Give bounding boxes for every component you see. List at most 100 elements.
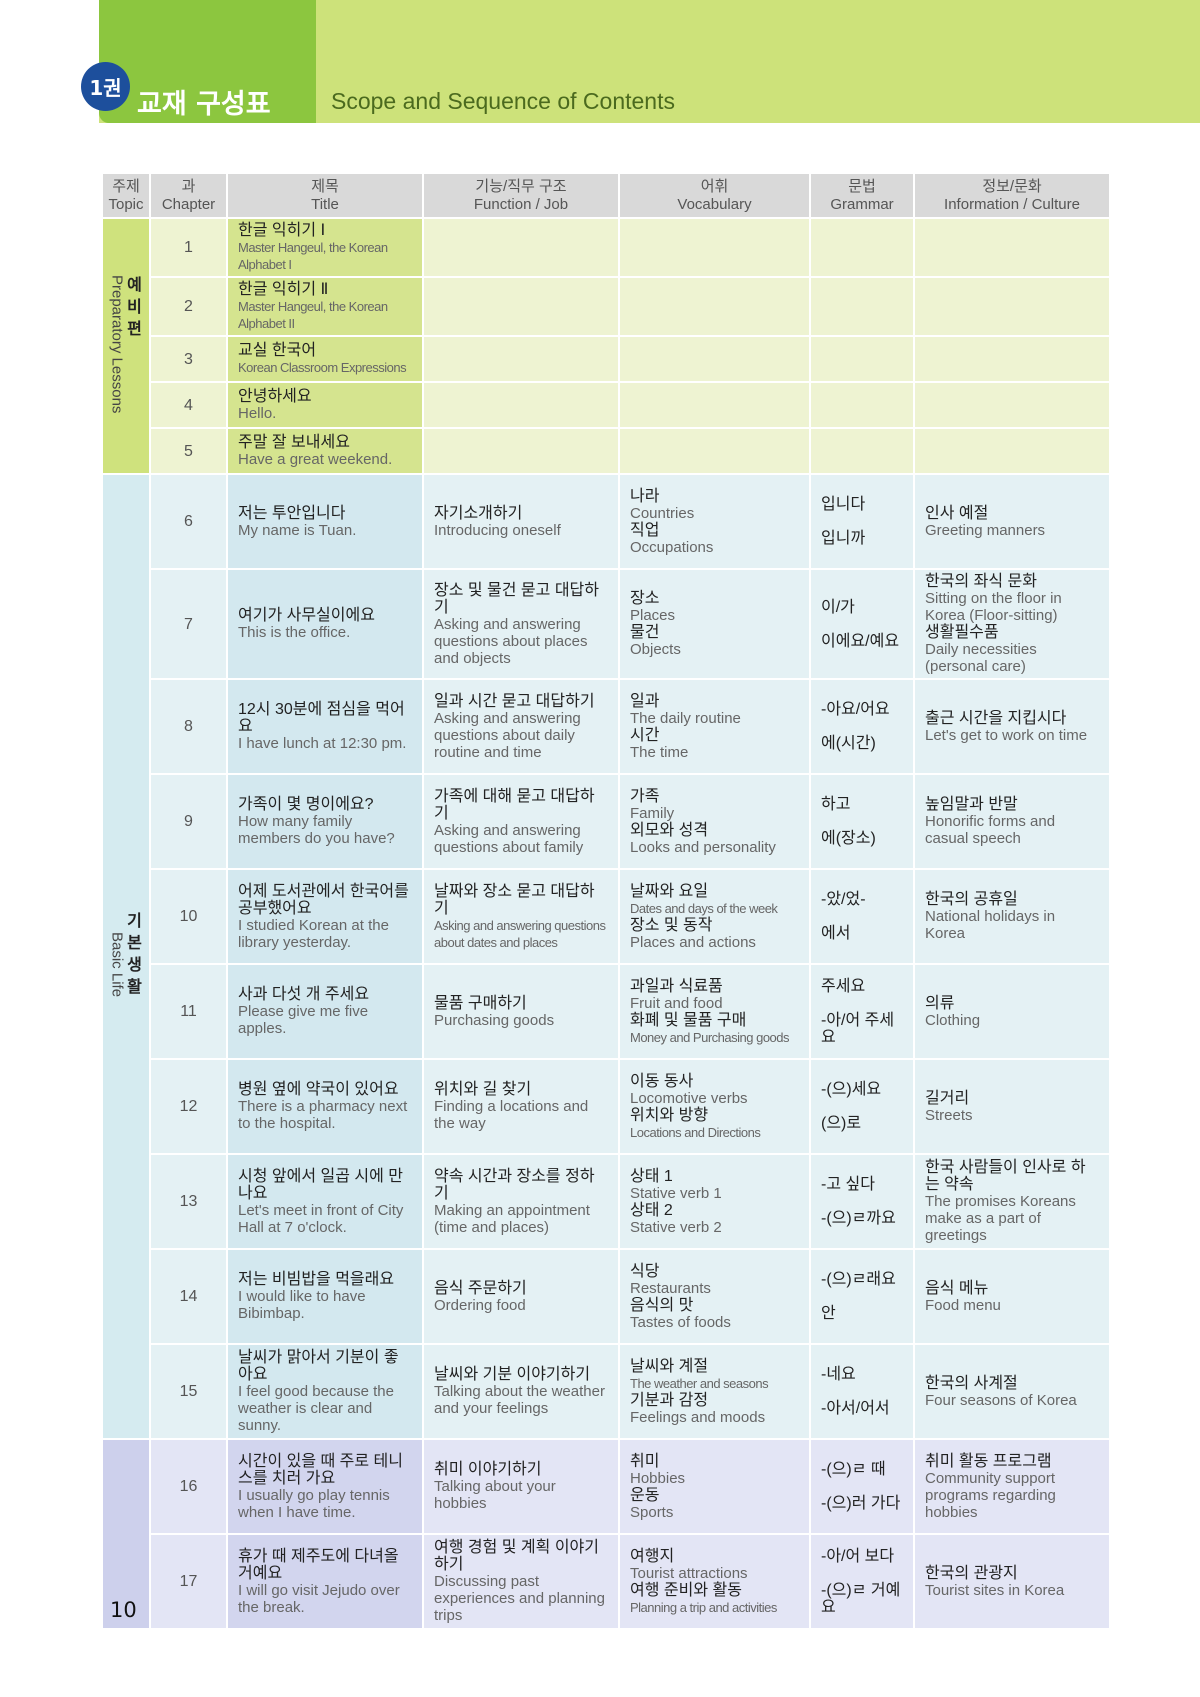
info-ko: 인사 예절 — [925, 504, 989, 522]
grammar-cell: -고 싶다 -(으)ㄹ까요 — [811, 1155, 913, 1248]
vocab-ko: 여행지 — [630, 1547, 675, 1565]
vocab-en: Tastes of foods — [630, 1313, 731, 1331]
info-cell: 의류 Clothing — [915, 965, 1109, 1058]
column-header: 제목 Title — [228, 174, 422, 217]
chapter-number: 7 — [151, 570, 226, 678]
info-cell: 한국의 사계절 Four seasons of Korea — [915, 1345, 1109, 1438]
function-ko: 여행 경험 및 계획 이야기하기 — [434, 1539, 599, 1573]
function-cell: 물품 구매하기 Purchasing goods — [424, 965, 618, 1058]
chapter-number: 15 — [151, 1345, 226, 1438]
grammar-item: 안 — [821, 1305, 836, 1322]
title-ko: 여기가 사무실이에요 — [238, 607, 375, 624]
vocab-en: Family — [630, 804, 675, 822]
grammar-cell: -았/었- 에서 — [811, 870, 913, 963]
info-en: Daily necessities (personal care) — [925, 641, 1037, 675]
info-ko: 출근 시간을 지킵시다 — [925, 709, 1067, 727]
title-cell: 한글 익히기 Ⅱ Master Hangeul, the Korean Alpha… — [228, 278, 422, 335]
table-row: 16 시간이 있을 때 주로 테니스를 치러 가요 I usually go pla… — [103, 1440, 1109, 1628]
vocab-en: Money and Purchasing goods — [630, 1029, 790, 1045]
grammar-item: -아요/어요 — [821, 701, 890, 718]
title-en: Have a great weekend. — [238, 451, 393, 468]
info-ko: 음식 메뉴 — [925, 1279, 989, 1297]
chapter-number: 17 — [151, 1535, 226, 1628]
table-row: 17 휴가 때 제주도에 다녀올 거예요 I will go visit Jejud… — [103, 1535, 1109, 1628]
title-en: Please give me five apples. — [238, 1003, 369, 1037]
info-ko: 한국의 관광지 — [925, 1564, 1018, 1582]
vocab-en: Objects — [630, 641, 681, 658]
function-en: Introducing oneself — [434, 521, 561, 539]
chapter-number: 16 — [151, 1440, 226, 1533]
function-ko: 위치와 길 찾기 — [434, 1081, 532, 1098]
title-ko: 저는 투안입니다 — [238, 504, 346, 522]
function-cell: 자기소개하기 Introducing oneself — [424, 475, 618, 568]
header-en: Vocabulary — [677, 195, 752, 213]
column-header: 과 Chapter — [151, 174, 226, 217]
title-cell: 저는 투안입니다 My name is Tuan. — [228, 475, 422, 568]
grammar-item: -아/어 주세요 — [821, 1011, 895, 1046]
function-ko: 약속 시간과 장소를 정하기 — [434, 1167, 595, 1202]
vocab-en: Sports — [630, 1503, 674, 1521]
vocab-en: Feelings and moods — [630, 1408, 766, 1426]
info-en: Community support programs regarding hob… — [925, 1469, 1056, 1521]
grammar-item: -(으)ㄹ까요 — [821, 1210, 896, 1227]
title-cell: 주말 잘 보내세요 Have a great weekend. — [228, 429, 422, 473]
title-en: Let's meet in front of City Hall at 7 o'… — [238, 1201, 404, 1236]
vocab-en: Countries — [630, 504, 695, 522]
column-header: 정보/문화 Information / Culture — [915, 174, 1109, 217]
chapter-number: 6 — [151, 475, 226, 568]
header-en: Information / Culture — [944, 195, 1080, 213]
vocab-en: Hobbies — [630, 1469, 686, 1487]
grammar-cell: 이/가 이에요/예요 — [811, 570, 913, 678]
vocab-ko: 물건 — [630, 624, 660, 641]
grammar-item: -(으)러 가다 — [821, 1495, 901, 1512]
title-ko: 12시 30분에 점심을 먹어요 — [238, 701, 405, 735]
grammar-cell: -(으)세요 (으)로 — [811, 1060, 913, 1153]
chapter-number: 1 — [151, 219, 226, 276]
chapter-number: 14 — [151, 1250, 226, 1343]
vocab-ko: 날씨와 계절 — [630, 1357, 709, 1375]
info-cell: 음식 메뉴 Food menu — [915, 1250, 1109, 1343]
vocab-ko: 음식의 맛 — [630, 1296, 694, 1314]
topic-cell: 기본생활 Basic Life — [103, 475, 149, 1438]
topic-ko: 기본생활 — [127, 912, 142, 996]
info-ko: 한국의 공휴일 — [925, 891, 1018, 908]
vocab-en: Places and actions — [630, 933, 756, 951]
column-header: 문법 Grammar — [811, 174, 913, 217]
info-en: Tourist sites in Korea — [925, 1581, 1065, 1599]
title-en: How many family members do you have? — [238, 813, 395, 847]
title-en: Korean Classroom Expressions — [238, 360, 407, 375]
function-ko: 물품 구매하기 — [434, 994, 527, 1012]
function-cell: 취미 이야기하기 Talking about your hobbies — [424, 1440, 618, 1533]
vocab-ko: 장소 및 동작 — [630, 916, 713, 934]
table-row: 12 병원 옆에 약국이 있어요 There is a pharmacy next … — [103, 1060, 1109, 1153]
function-cell: 날짜와 장소 묻고 대답하기 Asking and answering quest… — [424, 870, 618, 963]
vocab-ko: 장소 — [630, 590, 660, 607]
info-en: The promises Koreans make as a part of g… — [925, 1193, 1076, 1244]
title-cell: 휴가 때 제주도에 다녀올 거예요 I will go visit Jejudo … — [228, 1535, 422, 1628]
info-ko: 길거리 — [925, 1089, 970, 1107]
info-en: Honorific forms and casual speech — [925, 813, 1056, 847]
topic-en: Preparatory Lessons — [108, 274, 126, 414]
topic-ko: 예비편 — [127, 276, 142, 338]
function-en: Talking about your hobbies — [434, 1478, 556, 1512]
title-cell: 교실 한국어 Korean Classroom Expressions — [228, 337, 422, 381]
table-row: 기본생활 Basic Life 6 저는 투안입니다 My name is Tuan. 자… — [103, 475, 1109, 1438]
title-ko: 교실 한국어 — [238, 342, 317, 359]
function-ko: 장소 및 물건 묻고 대답하기 — [434, 581, 599, 616]
contents-table: 주제 Topic 과 Chapter 제목 Title 기능/직무 구조 Function /… — [101, 172, 1111, 1630]
vocab-cell: 과일과 식료품 Fruit and food 화폐 및 물품 구매 Money and… — [620, 965, 809, 1058]
function-ko: 날씨와 기분 이야기하기 — [434, 1366, 591, 1383]
grammar-item: 에(장소) — [821, 830, 876, 847]
vocab-cell: 상태 1 Stative verb 1 상태 2 Stative verb 2 — [620, 1155, 809, 1248]
title-en: There is a pharmacy next to the hospital… — [238, 1098, 408, 1132]
vocab-en: Restaurants — [630, 1279, 711, 1297]
column-header: 어휘 Vocabulary — [620, 174, 809, 217]
title-cell: 한글 익히기 Ⅰ Master Hangeul, the Korean Alpha… — [228, 219, 422, 276]
info-ko: 의류 — [925, 994, 955, 1012]
title-en: Master Hangeul, the Korean Alphabet I — [238, 240, 388, 272]
chapter-number: 12 — [151, 1060, 226, 1153]
function-cell: 약속 시간과 장소를 정하기 Making an appointment (tim… — [424, 1155, 618, 1248]
grammar-cell: 입니다 입니까 — [811, 475, 913, 568]
title-cell: 가족이 몇 명이에요? How many family members do yo… — [228, 775, 422, 868]
vocab-ko: 상태 2 — [630, 1201, 673, 1219]
